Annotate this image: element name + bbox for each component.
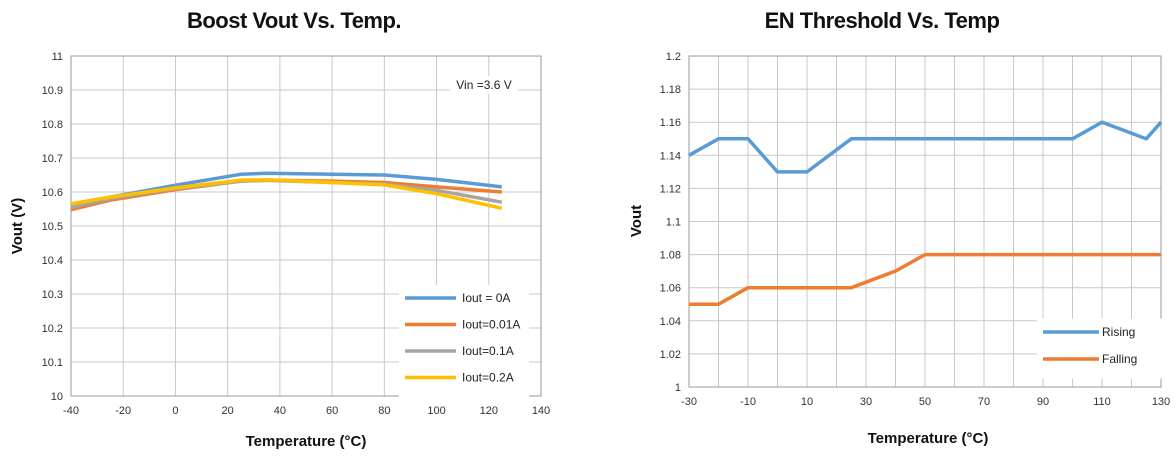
- x-axis-label: Temperature (°C): [246, 433, 367, 450]
- en-threshold-chart: 1 1.02 1.04 1.06 1.08 1.1 1.12 1.14 1.16 1.18 1.2 -…: [628, 51, 1170, 447]
- x-tick-label: -10: [740, 396, 756, 408]
- en-threshold-chart-panel: EN Threshold Vs. Temp 1 1.02 1.04 1.06 1.08 1…: [588, 0, 1176, 460]
- series-line-falling: [689, 252, 1161, 306]
- x-tick-label: 40: [274, 405, 286, 417]
- y-tick-label: 10: [51, 391, 63, 403]
- boost-vout-chart: 10 10.1 10.2 10.3 10.4 10.5 10.6 10.7 10.8 10.9 11…: [9, 51, 550, 450]
- x-tick-label: 20: [222, 405, 234, 417]
- y-tick-label: 10.6: [42, 187, 63, 199]
- x-tick-label: 140: [532, 405, 550, 417]
- y-tick-label: 10.4: [42, 255, 63, 267]
- y-tick-label: 1.2: [666, 51, 681, 63]
- x-tick-label: -20: [115, 405, 131, 417]
- y-tick-label: 1.08: [660, 250, 681, 262]
- vin-annotation: Vin =3.6 V: [456, 78, 512, 92]
- x-tick-label: 0: [172, 405, 178, 417]
- boost-vout-chart-panel: Boost Vout Vs. Temp. 10 10.1 10.2 10.3 10.4 1…: [9, 8, 550, 450]
- y-tick-label: 1.04: [660, 316, 681, 328]
- legend-label: Rising: [1102, 325, 1135, 339]
- x-tick-label: -40: [63, 405, 79, 417]
- legend-label: Iout=0.2A: [462, 371, 514, 385]
- y-tick-label: 10.3: [42, 289, 63, 301]
- x-tick-label: 100: [427, 405, 445, 417]
- y-tick-label: 1.18: [660, 84, 681, 96]
- annotation-background: [450, 76, 518, 94]
- x-axis-label: Temperature (°C): [868, 430, 989, 447]
- x-tick-label: 70: [978, 396, 990, 408]
- y-tick-label: 1.14: [660, 150, 681, 162]
- series-line-iout-0-2a: [70, 178, 503, 211]
- x-tick-label: 50: [919, 396, 931, 408]
- y-tick-label: 11: [52, 51, 63, 63]
- x-tick-label: 60: [326, 405, 338, 417]
- y-axis-label: Vout: [628, 205, 645, 237]
- y-tick-label: 10.5: [42, 221, 63, 233]
- x-tick-label: 80: [378, 405, 390, 417]
- x-tick-label: 10: [801, 396, 813, 408]
- y-tick-label: 1.12: [660, 183, 681, 195]
- y-tick-label: 10.9: [42, 85, 63, 97]
- y-tick-label: 1: [675, 382, 681, 394]
- x-tick-label: 120: [480, 405, 498, 417]
- y-tick-label: 1.1: [666, 217, 681, 229]
- y-tick-label: 10.7: [42, 153, 63, 165]
- chart-title: Boost Vout Vs. Temp.: [186, 8, 402, 33]
- series-line-rising: [688, 120, 1163, 174]
- y-axis-label: Vout (V): [9, 198, 26, 254]
- x-tick-label: -30: [681, 396, 697, 408]
- plot-frame: [688, 55, 1162, 388]
- x-tick-label: 30: [860, 396, 872, 408]
- y-tick-label: 10.1: [42, 357, 63, 369]
- plot-frame: [70, 55, 542, 397]
- y-tick-label: 1.02: [660, 349, 681, 361]
- x-tick-label: 110: [1093, 396, 1111, 408]
- y-tick-label: 1.16: [660, 117, 681, 129]
- legend-label: Iout=0.1A: [462, 344, 514, 358]
- y-tick-label: 1.06: [660, 283, 681, 295]
- legend-label: Iout = 0A: [462, 291, 510, 305]
- x-tick-label: 90: [1037, 396, 1049, 408]
- y-tick-label: 10.2: [42, 323, 63, 335]
- x-tick-label: 130: [1152, 396, 1170, 408]
- y-tick-label: 10.8: [42, 119, 63, 131]
- legend-label: Falling: [1102, 352, 1137, 366]
- chart-title: EN Threshold Vs. Temp: [764, 8, 1000, 33]
- legend-background: [1037, 318, 1167, 379]
- legend-label: Iout=0.01A: [462, 318, 520, 332]
